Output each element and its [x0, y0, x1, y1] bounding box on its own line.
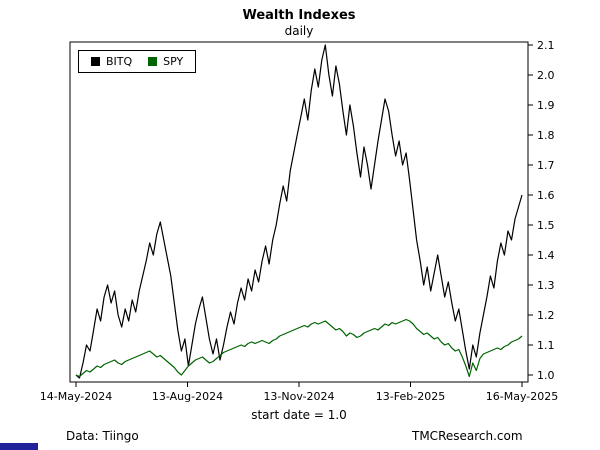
x-tick-label: 13-Feb-2025 — [376, 390, 445, 403]
bitq-line — [75, 44, 523, 379]
y-tick-label: 2.1 — [537, 39, 555, 52]
y-tick-label: 1.5 — [537, 219, 555, 232]
chart-subtitle: daily — [284, 24, 314, 38]
x-tick-label: 16-May-2025 — [486, 390, 558, 403]
legend-entry-spy: SPY — [148, 55, 183, 68]
data-source-note: Data: Tiingo — [66, 429, 139, 443]
x-tick-label: 13-Aug-2024 — [152, 390, 223, 403]
legend-label-spy: SPY — [163, 55, 184, 68]
chart-title: Wealth Indexes — [242, 8, 356, 23]
y-tick-label: 1.8 — [537, 129, 555, 142]
y-tick-label: 1.3 — [537, 279, 555, 292]
x-tick-label: 13-Nov-2024 — [263, 390, 334, 403]
y-tick-label: 1.6 — [537, 189, 555, 202]
bitq-swatch-icon — [91, 57, 100, 66]
legend-label-bitq: BITQ — [106, 55, 133, 68]
y-tick-label: 2.0 — [537, 69, 555, 82]
y-tick-label: 1.4 — [537, 249, 555, 262]
x-axis-label: start date = 1.0 — [251, 408, 347, 422]
spy-swatch-icon — [148, 57, 158, 66]
x-tick-label: 14-May-2024 — [40, 390, 112, 403]
corner-watermark-bar — [0, 443, 38, 450]
y-tick-label: 1.7 — [537, 159, 555, 172]
legend: BITQ SPY — [78, 50, 197, 73]
spy-line — [75, 318, 523, 378]
legend-entry-bitq: BITQ — [91, 55, 132, 68]
attribution-note: TMCResearch.com — [412, 429, 523, 443]
y-tick-label: 1.0 — [537, 369, 555, 382]
y-tick-label: 1.9 — [537, 99, 555, 112]
plot-box — [69, 41, 529, 383]
y-tick-label: 1.2 — [537, 309, 555, 322]
y-tick-label: 1.1 — [537, 339, 555, 352]
